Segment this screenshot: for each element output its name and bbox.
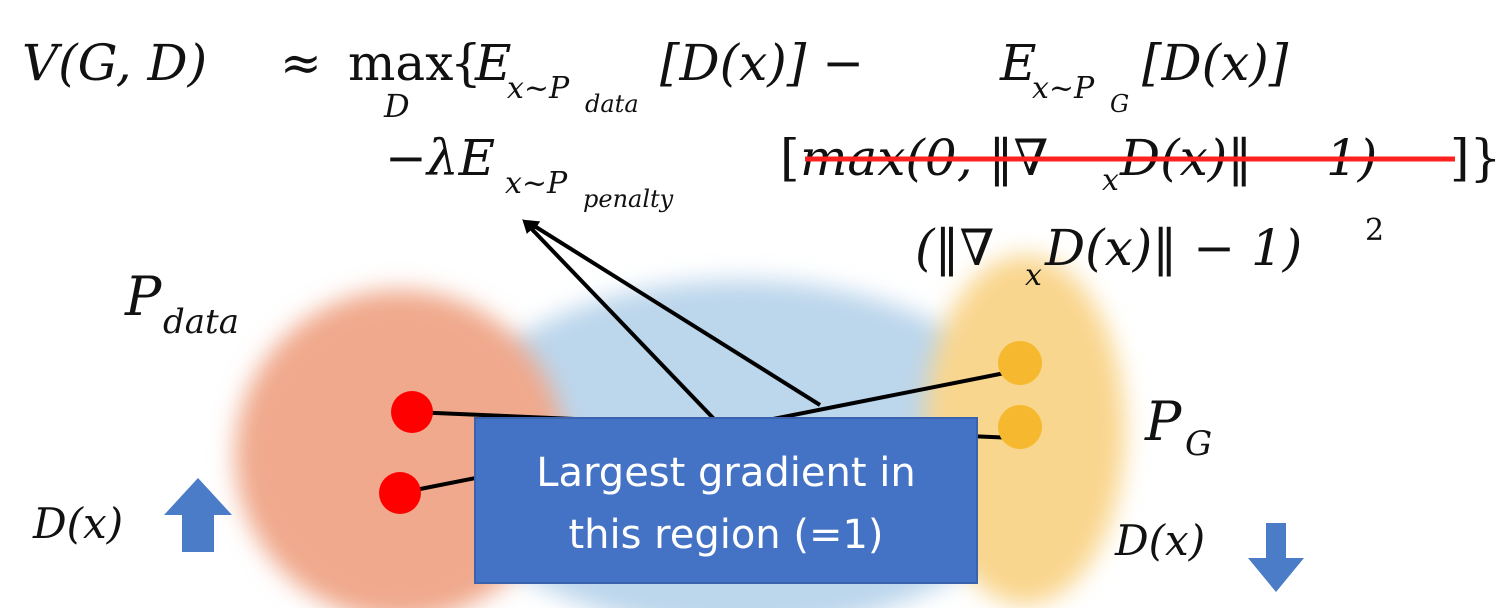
formula-D1: [D(x)] − <box>660 34 864 92</box>
formula-D2: [D(x)] <box>1142 34 1289 92</box>
formula-bracket-open: [ <box>780 129 800 187</box>
arrow-from-right <box>524 219 822 407</box>
formula-max: max <box>348 34 453 92</box>
formula-E2: E <box>999 34 1037 92</box>
arrow-from-left <box>522 219 717 422</box>
callout-line-2: this region (=1) <box>568 512 883 558</box>
dx-right-label: D(x) <box>1114 516 1205 565</box>
formula-line-1: V(G, D) ≈ max D { E x~P data [D(x)] − E … <box>22 34 1289 125</box>
formula-E2-sub: x~P <box>1032 71 1095 106</box>
p-g-label: P <box>1144 390 1183 453</box>
down-arrow-icon <box>1248 523 1304 592</box>
dx-left-label: D(x) <box>32 499 123 548</box>
sample-points <box>379 341 1042 514</box>
red-point-upper <box>391 391 433 433</box>
formula-approx: ≈ <box>280 34 322 92</box>
yellow-point-lower <box>998 405 1042 449</box>
formula-open-brace: { <box>450 34 482 92</box>
callout-box: Largest gradient in this region (=1) <box>474 417 978 584</box>
formula-close: ]} <box>1450 129 1501 187</box>
replacement-sub: x <box>1025 258 1042 293</box>
formula-E1: E <box>474 34 512 92</box>
formula-E3-sub: x~P <box>505 166 568 201</box>
replacement-term-1: (‖∇ <box>915 219 994 277</box>
p-g-label-sub: G <box>1185 424 1212 464</box>
replacement-term: (‖∇ x D(x)‖ − 1) 2 <box>915 213 1384 293</box>
distribution-labels: P data P G <box>124 265 1212 464</box>
p-data-label-sub: data <box>163 302 239 342</box>
formula-struck-sub: x <box>1102 163 1119 198</box>
formula-E1-subsub: data <box>585 90 639 118</box>
yellow-point-upper <box>998 341 1042 385</box>
replacement-term-2: D(x)‖ − 1) <box>1044 219 1302 277</box>
penalty-arrows <box>522 219 822 422</box>
callout-line-1: Largest gradient in <box>536 450 915 496</box>
formula-lhs: V(G, D) <box>22 34 207 92</box>
dx-indicators: D(x) D(x) <box>32 478 1304 592</box>
callout-rect <box>474 417 978 584</box>
formula-E3-subsub: penalty <box>583 185 674 213</box>
formula-lambda-term: −λE <box>385 129 495 187</box>
formula-line-2: −λE x~P penalty [ max(0, ‖∇ x D(x)‖ − 1)… <box>385 129 1501 213</box>
red-point-lower <box>379 472 421 514</box>
replacement-sup: 2 <box>1365 213 1384 248</box>
formula-max-sub: D <box>383 87 410 125</box>
formula-E1-sub: x~P <box>507 71 570 106</box>
formula-E2-subsub: G <box>1110 90 1129 118</box>
p-data-label: P <box>124 265 163 328</box>
up-arrow-icon <box>164 478 232 552</box>
